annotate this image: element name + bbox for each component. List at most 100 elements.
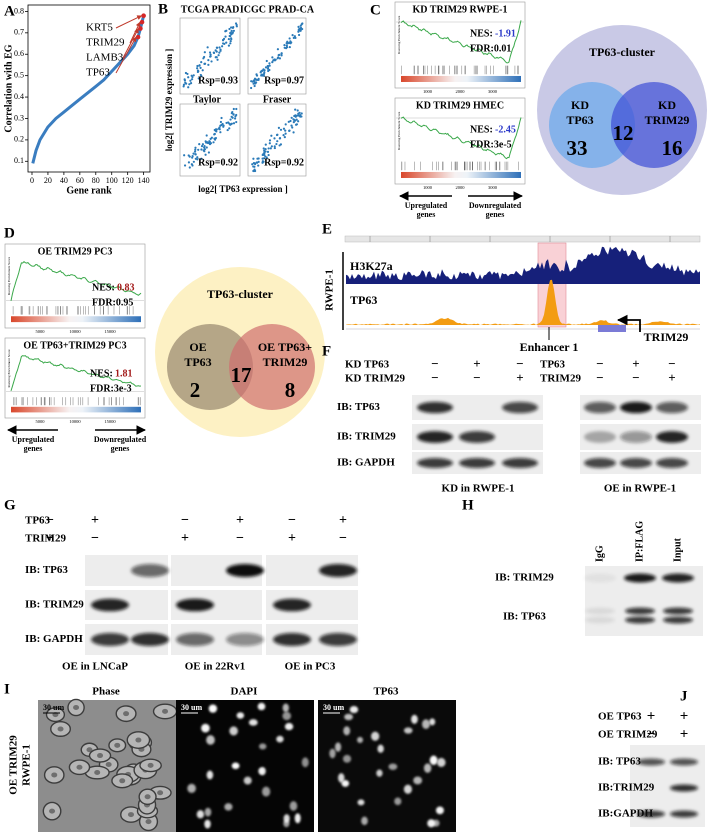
scatter-dot: [289, 42, 292, 45]
sign: −: [647, 726, 656, 742]
scatter-dot: [192, 152, 195, 155]
scatter-dot: [268, 68, 271, 72]
correlation: Rsp=0.93: [198, 75, 238, 86]
scatter-dot: [268, 142, 271, 145]
nucleus: [258, 743, 267, 750]
panel-letter: B: [158, 1, 168, 17]
scatter-dot: [299, 29, 302, 32]
scatter-dot: [227, 121, 230, 124]
scatter-dot: [262, 147, 265, 150]
scatter-dot: [268, 62, 271, 65]
venn-set-label: KD: [658, 98, 676, 112]
scatter-dot: [235, 107, 238, 111]
gsea-title: KD TRIM29 RWPE-1: [412, 4, 507, 15]
band: [226, 632, 264, 647]
band: [620, 431, 652, 443]
sign: −: [46, 513, 54, 528]
x-tick-label: 5000: [36, 419, 46, 424]
venn-left: [549, 82, 635, 168]
scatter-dot: [229, 31, 232, 34]
nucleus: [361, 816, 368, 826]
sign: +: [181, 531, 189, 546]
band: [131, 563, 169, 578]
scatter-dot: [230, 29, 233, 32]
gsea-title: KD TRIM29 HMEC: [416, 100, 504, 111]
scatter-dot: [196, 67, 199, 70]
track-label: H3K27a: [350, 259, 393, 273]
gsea-title: OE TRIM29 PC3: [38, 246, 113, 257]
band: [656, 458, 688, 468]
scatter-dot: [292, 36, 295, 39]
scatter-dot: [263, 71, 266, 74]
scatter-dot: [218, 51, 221, 54]
scatter-dot: [215, 46, 218, 49]
band: [663, 607, 693, 615]
gene-label: LAMB3: [86, 52, 124, 64]
scatter-dot: [267, 66, 270, 70]
scatter-dot: [282, 127, 286, 130]
y-tick-label: 0.3: [14, 113, 24, 122]
scatter-dot: [226, 128, 229, 132]
nucleus: [329, 748, 336, 759]
nucleus: [86, 747, 93, 753]
scatter-dot: [295, 118, 298, 121]
band: [637, 758, 665, 766]
scatter-dot: [209, 53, 212, 56]
band: [620, 401, 652, 414]
band: [584, 458, 616, 468]
scatter-dot: [289, 40, 292, 43]
enrichment-curve: [10, 355, 142, 392]
scatter-dot: [198, 143, 201, 146]
blot-label: IB: TP63: [598, 756, 641, 768]
scatter-dot: [300, 112, 303, 115]
nucleus: [427, 819, 436, 828]
scatter-dot: [201, 69, 204, 72]
sample-label: OE TRIM29: [8, 735, 20, 795]
scatter-dot: [208, 51, 212, 54]
venn-set-label: TRIM29: [645, 113, 690, 127]
sign: +: [668, 370, 675, 385]
x-tick-label: 15000: [104, 329, 116, 334]
scatter-dot: [229, 39, 232, 43]
fdr: FDR:3e-3: [90, 383, 132, 394]
nucleus: [114, 742, 121, 748]
nucleus: [49, 808, 56, 814]
band: [502, 401, 538, 414]
nucleus: [196, 810, 205, 819]
scatter-dot: [257, 164, 260, 167]
scatter-dot: [200, 148, 203, 151]
scatter-dot: [218, 126, 221, 129]
scatter-dot: [252, 157, 255, 160]
sign: −: [596, 356, 603, 371]
scatter-dot: [265, 59, 268, 63]
condition-label: TP63: [25, 515, 51, 527]
scatter-dot: [261, 74, 265, 77]
blot-label: IB: TP63: [503, 611, 546, 623]
scatter-dot: [291, 33, 294, 37]
band: [273, 598, 311, 612]
scatter-dot: [231, 31, 234, 34]
fdr: FDR:3e-5: [470, 139, 512, 150]
x-tick-label: 10000: [69, 419, 81, 424]
gene-point: [138, 26, 143, 31]
tss-arrow: [616, 314, 641, 332]
sign: +: [91, 513, 99, 528]
band: [176, 598, 214, 612]
band: [459, 458, 495, 468]
venn-title: TP63-cluster: [207, 287, 274, 301]
nucleus: [343, 726, 351, 736]
sign: −: [668, 356, 675, 371]
venn-count: 16: [662, 136, 683, 160]
nucleus: [261, 786, 271, 797]
scatter-dot: [297, 25, 300, 29]
scatter-dot: [205, 141, 208, 144]
scale-label: 30 um: [43, 703, 64, 712]
scatter-dot: [205, 146, 208, 149]
scatter-dot: [194, 153, 197, 156]
enrichment-curve: [400, 20, 522, 64]
scatter-dot: [215, 128, 218, 131]
nucleus: [157, 790, 164, 796]
scatter-dot: [194, 148, 197, 151]
rank-bar: [11, 316, 141, 323]
scatter-dot: [222, 124, 225, 127]
